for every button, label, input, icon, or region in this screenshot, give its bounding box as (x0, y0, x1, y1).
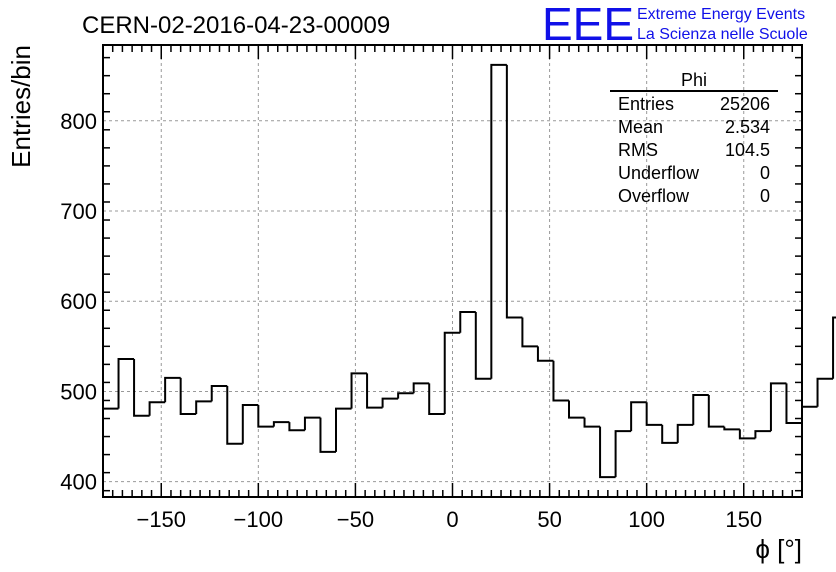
chart-title: CERN-02-2016-04-23-00009 (82, 12, 390, 39)
histogram-bin (226, 386, 243, 445)
stats-label-mean: Mean (618, 117, 663, 137)
histogram-bin (257, 404, 274, 428)
logo-line-2: La Scienza nelle Scuole (637, 26, 808, 43)
stats-value-mean: 2.534 (725, 117, 770, 137)
histogram-bin (412, 382, 430, 394)
stats-title: Phi (681, 70, 707, 90)
histogram-bin (241, 403, 259, 444)
x-tick-label: −100 (234, 507, 284, 532)
histogram-bin (614, 430, 632, 478)
histogram-bin (816, 377, 834, 407)
y-tick-label: 400 (60, 470, 97, 495)
grid-layer (103, 45, 802, 497)
x-axis-title: ϕ [°] (755, 534, 802, 564)
histogram-bin (785, 383, 802, 425)
histogram-bin (692, 394, 709, 425)
histogram-bin (474, 312, 492, 380)
y-tick-label: 800 (60, 109, 97, 134)
histogram-bin (350, 372, 368, 409)
x-tick-label: −50 (337, 507, 374, 532)
y-tick-label: 600 (60, 289, 97, 314)
tick-layer (103, 45, 802, 497)
x-tick-label: 50 (537, 507, 561, 532)
stats-value-rms: 104.5 (725, 140, 770, 160)
histogram-bin (319, 417, 336, 453)
histogram-bin (397, 392, 414, 399)
histogram-bin (630, 401, 647, 432)
logo-line-1: Extreme Energy Events (637, 6, 805, 23)
histogram-bin (552, 360, 569, 402)
histogram-bin (676, 423, 694, 443)
histogram-bin (443, 331, 461, 414)
histogram-bin (148, 401, 166, 416)
histogram-bin (303, 416, 321, 431)
histogram-bin (195, 400, 212, 414)
histogram-bin (288, 422, 305, 432)
histogram-bin (521, 317, 538, 348)
histogram-bin (272, 421, 290, 427)
y-tick-label: 700 (60, 199, 97, 224)
histogram-bin (769, 382, 787, 432)
histogram-bin (179, 377, 197, 415)
histogram-bin (505, 64, 523, 319)
y-tick-label: 500 (60, 379, 97, 404)
y-axis-title: Entries/bin (6, 45, 36, 168)
histogram-bin (335, 407, 352, 452)
histogram-bin (599, 426, 616, 479)
histogram-bin (428, 383, 445, 415)
stats-label-underflow: Underflow (618, 163, 700, 183)
histogram-bin (490, 63, 507, 379)
histogram-bin (381, 397, 399, 408)
histogram-bin (583, 417, 601, 428)
stats-label-overflow: Overflow (618, 186, 690, 206)
logo-mark: EEE (542, 0, 634, 50)
histogram-bin (645, 402, 663, 426)
histogram-bin (117, 357, 135, 409)
tick-label-layer: −150 −100 −50 0 50 100 150 400 500 600 700 800 (60, 109, 762, 532)
x-tick-label: 150 (725, 507, 762, 532)
histogram-bin (210, 385, 228, 402)
histogram-bin (133, 358, 150, 417)
x-tick-label: 0 (446, 507, 458, 532)
histogram-bin (568, 400, 585, 419)
histogram-bin (536, 346, 554, 362)
histogram-bin (723, 426, 740, 431)
histogram-bin (707, 395, 725, 428)
stats-value-overflow: 0 (760, 186, 770, 206)
x-tick-label: 100 (628, 507, 665, 532)
stats-label-entries: Entries (618, 94, 674, 114)
histogram-bin (661, 424, 678, 444)
histogram-bin (102, 407, 119, 497)
stats-box: Phi Entries 25206 Mean 2.534 RMS 104.5 U… (610, 70, 778, 206)
stats-label-rms: RMS (618, 140, 658, 160)
eee-logo: EEE Extreme Energy Events La Scienza nel… (542, 0, 808, 50)
histogram-bin (801, 405, 818, 424)
stats-value-entries: 25206 (720, 94, 770, 114)
histogram-bin (366, 373, 383, 409)
x-tick-label: −150 (136, 507, 186, 532)
histogram-bin (754, 430, 771, 439)
histogram-bin (832, 316, 836, 379)
stats-value-underflow: 0 (760, 163, 770, 183)
histogram-bin (459, 311, 476, 333)
histogram-bin (164, 376, 181, 403)
histogram-bin (738, 429, 756, 440)
